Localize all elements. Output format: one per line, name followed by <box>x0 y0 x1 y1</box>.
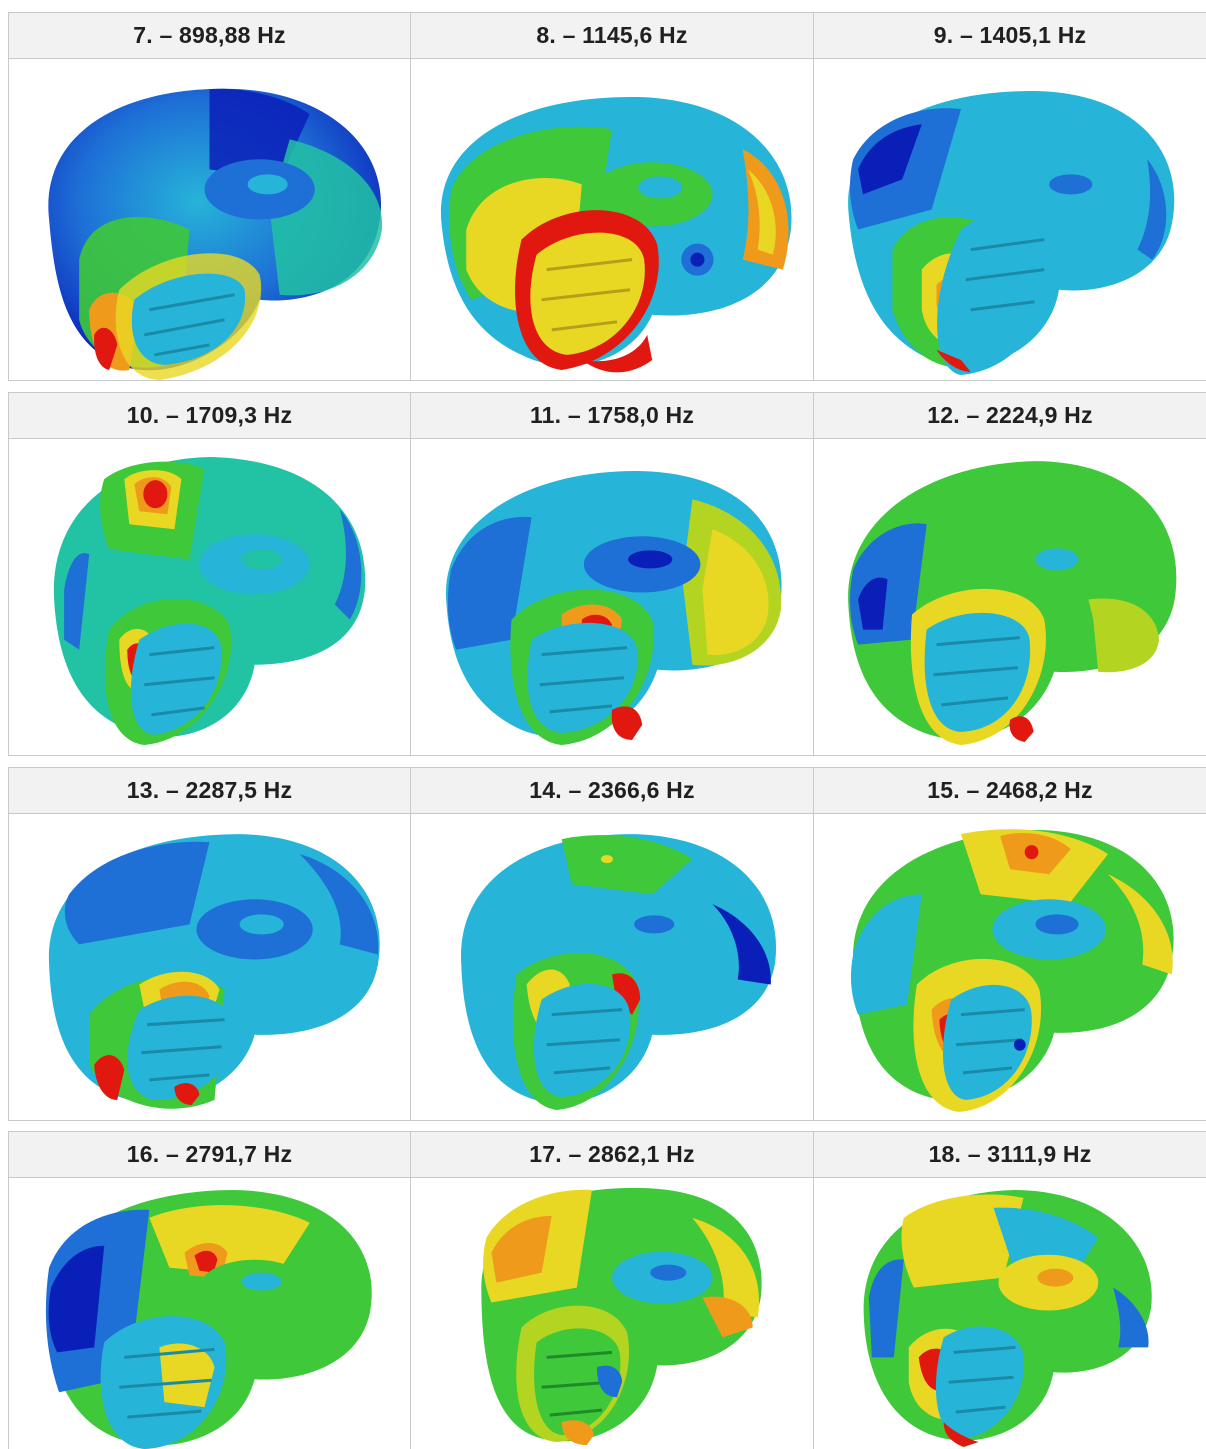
mode-shape-image <box>411 1178 813 1449</box>
table-cell: 18. – 3111,9 Hz <box>813 1132 1206 1449</box>
mode-label: 8. – 1145,6 Hz <box>411 13 813 59</box>
mode-shape-image <box>411 439 813 756</box>
mode-shape-render-icon <box>848 461 1177 745</box>
mode-shape-render-icon <box>461 834 777 1110</box>
mode-label: 7. – 898,88 Hz <box>9 13 410 59</box>
table-row: 10. – 1709,3 Hz <box>8 392 1206 756</box>
mode-shape-render-icon <box>481 1187 762 1446</box>
table-row: 7. – 898,88 Hz <box>8 12 1206 381</box>
mode-shape-render-icon <box>440 96 792 373</box>
table-cell: 12. – 2224,9 Hz <box>813 393 1206 756</box>
mode-shape-render-icon <box>848 91 1175 375</box>
table-cell: 15. – 2468,2 Hz <box>813 768 1206 1121</box>
mode-shape-render-icon <box>48 88 383 380</box>
table-row: 13. – 2287,5 Hz 14. <box>8 767 1206 1121</box>
mode-label: 10. – 1709,3 Hz <box>9 393 410 439</box>
mode-shape-image <box>411 814 813 1121</box>
table-cell: 14. – 2366,6 Hz <box>410 768 813 1121</box>
mode-shape-render-icon <box>863 1189 1152 1448</box>
table-cell: 16. – 2791,7 Hz <box>8 1132 410 1449</box>
mode-shape-image <box>411 59 813 381</box>
table-cell: 13. – 2287,5 Hz <box>8 768 410 1121</box>
mode-label: 11. – 1758,0 Hz <box>411 393 813 439</box>
mode-shape-image <box>9 1178 410 1449</box>
mode-label: 15. – 2468,2 Hz <box>814 768 1206 814</box>
table-cell: 7. – 898,88 Hz <box>8 13 410 381</box>
mode-shape-table: 7. – 898,88 Hz <box>8 12 1206 1449</box>
table-cell: 17. – 2862,1 Hz <box>410 1132 813 1449</box>
mode-label: 16. – 2791,7 Hz <box>9 1132 410 1178</box>
mode-label: 17. – 2862,1 Hz <box>411 1132 813 1178</box>
mode-label: 9. – 1405,1 Hz <box>814 13 1206 59</box>
mode-label: 14. – 2366,6 Hz <box>411 768 813 814</box>
table-cell: 9. – 1405,1 Hz <box>813 13 1206 381</box>
mode-shape-image <box>814 814 1206 1121</box>
mode-shape-image <box>814 1178 1206 1449</box>
mode-label: 13. – 2287,5 Hz <box>9 768 410 814</box>
mode-shape-image <box>814 439 1206 756</box>
table-cell: 10. – 1709,3 Hz <box>8 393 410 756</box>
mode-label: 18. – 3111,9 Hz <box>814 1132 1206 1178</box>
mode-shape-render-icon <box>850 829 1174 1112</box>
table-cell: 11. – 1758,0 Hz <box>410 393 813 756</box>
mode-shape-render-icon <box>48 834 380 1109</box>
mode-shape-image <box>9 814 410 1121</box>
mode-shape-render-icon <box>445 471 782 745</box>
mode-shape-render-icon <box>45 1189 372 1449</box>
mode-label: 12. – 2224,9 Hz <box>814 393 1206 439</box>
mode-shape-image <box>9 59 410 381</box>
mode-shape-render-icon <box>53 457 366 745</box>
table-cell: 8. – 1145,6 Hz <box>410 13 813 381</box>
table-row: 16. – 2791,7 Hz 17. – 2862,1 Hz <box>8 1131 1206 1449</box>
mode-shape-image <box>814 59 1206 381</box>
mode-shape-image <box>9 439 410 756</box>
